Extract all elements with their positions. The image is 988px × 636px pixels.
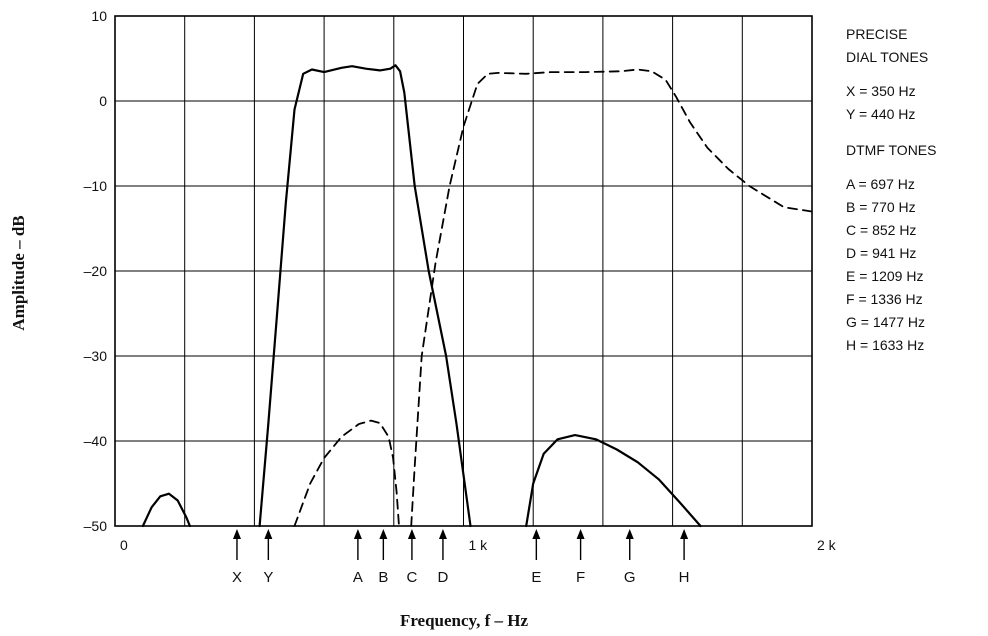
legend-dial-tone-y: Y = 440 Hz xyxy=(846,106,915,122)
marker-label: A xyxy=(353,569,363,586)
marker-label: X xyxy=(232,569,242,586)
legend-dtmf-tone-e: E = 1209 Hz xyxy=(846,268,923,284)
tone-marker-y: Y xyxy=(263,529,273,586)
legend-dtmf-tone-a: A = 697 Hz xyxy=(846,176,915,192)
legend-dial-tone-x: X = 350 Hz xyxy=(846,83,916,99)
dashed-response-curve xyxy=(410,68,813,527)
marker-label: F xyxy=(576,569,585,586)
marker-arrow-head xyxy=(379,529,388,539)
tone-marker-a: A xyxy=(353,529,363,586)
marker-arrow-head xyxy=(232,529,241,539)
x-tick-label: 2 k xyxy=(817,537,837,553)
legend-dtmf-tone-h: H = 1633 Hz xyxy=(846,337,924,353)
solid-response-curve xyxy=(525,434,702,528)
legend-dial-heading-line1: PRECISE xyxy=(846,26,907,42)
series-layer xyxy=(141,64,813,528)
x-tick-label: 1 k xyxy=(469,537,489,553)
y-tick-labels: 10 0 –10 –20 –30 –40 –50 xyxy=(84,8,108,534)
dashed-response-curve xyxy=(293,419,400,527)
marker-arrow-head xyxy=(576,529,585,539)
marker-arrow-head xyxy=(264,529,273,539)
x-tick-label: 0 xyxy=(120,537,128,553)
grid xyxy=(114,15,813,527)
marker-arrow-head xyxy=(680,529,689,539)
legend-dtmf-tone-b: B = 770 Hz xyxy=(846,199,916,215)
solid-response-curve xyxy=(141,492,191,528)
tone-marker-d: D xyxy=(438,529,449,586)
plot-frame xyxy=(114,15,813,527)
y-tick-label: 0 xyxy=(99,93,107,109)
marker-arrow-head xyxy=(407,529,416,539)
tone-marker-b: B xyxy=(378,529,388,586)
legend-dtmf-tone-f: F = 1336 Hz xyxy=(846,291,923,307)
legend-dtmf-tone-g: G = 1477 Hz xyxy=(846,314,925,330)
tone-marker-c: C xyxy=(407,529,418,586)
y-axis-title: Amplitude – dB xyxy=(9,215,28,330)
marker-label: H xyxy=(679,569,690,586)
y-tick-label: –40 xyxy=(84,433,108,449)
marker-label: G xyxy=(624,569,636,586)
legend-dtmf-tone-d: D = 941 Hz xyxy=(846,245,916,261)
tone-marker-f: F xyxy=(576,529,585,586)
marker-label: Y xyxy=(263,569,273,586)
marker-label: C xyxy=(407,569,418,586)
legend-dial-heading-line2: DIAL TONES xyxy=(846,49,928,65)
tone-marker-e: E xyxy=(531,529,541,586)
x-axis-title: Frequency, f – Hz xyxy=(400,611,529,630)
marker-label: B xyxy=(378,569,388,586)
marker-arrow-head xyxy=(438,529,447,539)
y-tick-label: 10 xyxy=(91,8,107,24)
solid-response-curve xyxy=(258,64,472,528)
tone-marker-h: H xyxy=(679,529,690,586)
y-tick-label: –20 xyxy=(84,263,108,279)
legend: PRECISE DIAL TONES X = 350 Hz Y = 440 Hz… xyxy=(846,26,937,353)
y-tick-label: –30 xyxy=(84,348,108,364)
marker-arrow-head xyxy=(353,529,362,539)
tone-marker-g: G xyxy=(624,529,636,586)
x-tick-labels: 0 1 k 2 k xyxy=(120,537,837,553)
legend-dtmf-heading: DTMF TONES xyxy=(846,142,937,158)
marker-arrow-head xyxy=(625,529,634,539)
y-tick-label: –10 xyxy=(84,178,108,194)
marker-label: E xyxy=(531,569,541,586)
tone-marker-x: X xyxy=(232,529,242,586)
y-tick-label: –50 xyxy=(84,518,108,534)
legend-dtmf-tone-c: C = 852 Hz xyxy=(846,222,916,238)
marker-arrow-head xyxy=(532,529,541,539)
marker-label: D xyxy=(438,569,449,586)
